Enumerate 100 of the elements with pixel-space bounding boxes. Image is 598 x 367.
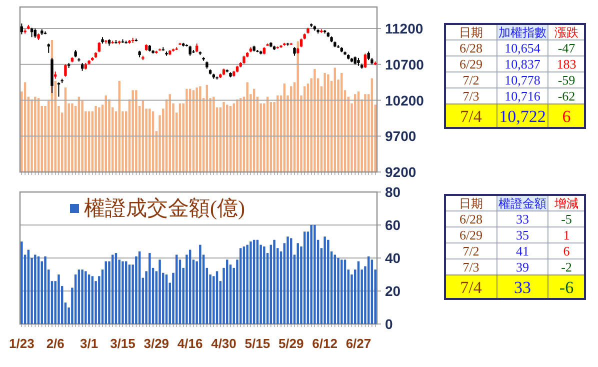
text: 6 [562, 107, 571, 126]
bar [34, 96, 36, 172]
bar [327, 74, 330, 172]
bar [314, 69, 316, 172]
y-tick-label: 10200 [385, 92, 424, 108]
bar [370, 260, 374, 324]
bar [216, 271, 218, 324]
x-tick-label: 2/6 [46, 336, 64, 351]
x-tick-label: 3/29 [144, 336, 170, 351]
bar [324, 73, 326, 172]
bar [296, 41, 299, 172]
text: 33 [516, 212, 529, 226]
bar [357, 261, 360, 324]
bar [188, 250, 192, 324]
x-tick-label: 5/29 [278, 336, 304, 351]
bar [27, 250, 30, 324]
category-label: 漲跌 [554, 26, 578, 40]
bar [112, 254, 114, 324]
bar [148, 253, 151, 324]
y-tick-label: 11200 [385, 20, 424, 37]
bar [314, 225, 316, 324]
x-tick-label: 6/27 [346, 336, 372, 351]
text: 7/3 [462, 88, 480, 104]
bar [340, 260, 343, 324]
candlestick [98, 42, 100, 53]
bar [344, 260, 346, 324]
bar [296, 243, 299, 324]
bar [256, 240, 259, 324]
bar [148, 108, 151, 172]
text: 10,722 [499, 107, 546, 126]
bar [239, 248, 242, 324]
bar [165, 274, 168, 324]
bar [124, 261, 128, 324]
bar [286, 236, 289, 324]
text: 7/3 [462, 260, 480, 274]
bar [186, 88, 188, 172]
y-tick-label: 10700 [385, 56, 424, 72]
bar [84, 271, 87, 324]
bar [364, 94, 366, 172]
text: -2 [561, 260, 572, 274]
bar [310, 225, 312, 324]
y-tick-label: 60 [385, 217, 401, 233]
text: 7/2 [462, 244, 480, 258]
text: 35 [516, 228, 529, 242]
bar [199, 86, 202, 172]
bar [242, 246, 246, 324]
bar [246, 82, 248, 172]
x-tick-label: 6/12 [312, 336, 338, 351]
bar [135, 90, 138, 172]
bar [98, 107, 100, 172]
bar [81, 270, 84, 324]
bar [78, 270, 80, 324]
bar [324, 236, 326, 324]
category-label: 權證金額 [498, 196, 546, 210]
x-tick-label: 5/15 [244, 336, 270, 351]
text: 7/4 [460, 107, 482, 126]
bar [20, 242, 23, 324]
bar [212, 96, 215, 172]
x-tick-label: 3/15 [110, 336, 136, 351]
y-tick-label: 0 [385, 316, 393, 332]
text: 6/28 [459, 212, 483, 226]
bar [175, 254, 178, 324]
candlestick [188, 45, 192, 56]
bar [236, 99, 238, 172]
bar [196, 88, 198, 172]
text: -6 [559, 278, 574, 297]
bar [132, 90, 134, 172]
text: 10,654 [504, 40, 540, 56]
text: 7/4 [460, 278, 482, 297]
bar [199, 244, 202, 324]
bar [30, 99, 33, 172]
bar [290, 238, 292, 324]
bar [91, 276, 94, 324]
text: 39 [516, 260, 529, 274]
text: -62 [558, 88, 576, 104]
bar [252, 240, 256, 324]
text: 7/2 [462, 72, 480, 88]
bar [118, 80, 120, 172]
category-label: 加權指數 [498, 26, 546, 40]
bar [367, 256, 370, 324]
y-tick-label: 40 [385, 250, 401, 266]
bar [128, 264, 131, 324]
bar [34, 254, 36, 324]
text: 10,716 [504, 88, 540, 104]
bar [44, 256, 46, 324]
x-tick-label: 1/23 [9, 336, 34, 351]
text: -5 [561, 212, 572, 226]
text: 33 [514, 278, 531, 297]
bar [334, 254, 336, 324]
text: -59 [558, 72, 576, 88]
bar [122, 261, 124, 324]
x-tick-label: 3/1 [80, 336, 98, 351]
text: 41 [516, 244, 529, 258]
text: 6/29 [459, 228, 483, 242]
text: 6/28 [459, 40, 483, 56]
bar [276, 95, 279, 172]
category-label: 日期 [459, 26, 483, 40]
y-tick-label: 9200 [385, 164, 416, 180]
text: 183 [556, 56, 576, 72]
text: 6 [563, 244, 570, 258]
